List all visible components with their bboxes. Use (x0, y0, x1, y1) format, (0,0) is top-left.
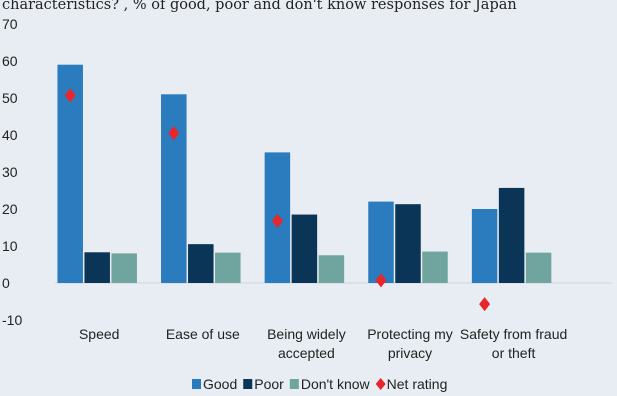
bar-good (161, 94, 187, 283)
legend-item-poor: Poor (243, 376, 284, 392)
bar-poor (84, 252, 110, 283)
y-tick-label: -10 (2, 312, 22, 328)
legend-label: Net rating (387, 376, 448, 392)
bar-poor (188, 244, 214, 283)
legend-swatch (375, 378, 386, 390)
legend: Good Poor Don't know Net rating (192, 376, 447, 392)
y-tick-label: 10 (2, 238, 18, 254)
bar-don-t-know (525, 252, 552, 283)
bar-don-t-know (318, 255, 345, 283)
legend-label: Don't know (301, 376, 371, 392)
y-tick-label: 0 (2, 275, 10, 291)
bar-don-t-know (215, 252, 241, 283)
legend-item-don-t-know: Don't know (289, 376, 371, 392)
y-tick-label: 70 (2, 16, 18, 32)
net-rating-marker (375, 273, 387, 288)
y-tick-label: 30 (2, 164, 18, 180)
legend-label: Poor (254, 376, 284, 392)
chart-subtitle: characteristics? , % of good, poor and d… (2, 0, 517, 13)
net-rating-marker (271, 213, 283, 228)
category-label: Ease of use (166, 326, 240, 342)
bars (57, 64, 552, 283)
category-label: Speed (79, 326, 119, 342)
y-tick-label: 50 (2, 90, 18, 106)
y-tick-label: 60 (2, 53, 18, 69)
bar-poor (498, 187, 525, 283)
bar-good (471, 209, 498, 283)
bar-poor (291, 214, 318, 283)
category-label: Protecting my privacy (367, 326, 453, 361)
category-labels: Speed Ease of use Being widely accepted Prot… (79, 326, 567, 361)
category-label: Being widely accepted (267, 326, 346, 361)
bar-good (368, 201, 394, 283)
y-axis: -10 0 10 20 30 40 50 60 70 (2, 16, 22, 328)
legend-item-net-rating: Net rating (375, 376, 448, 392)
legend-item-good: Good (192, 376, 237, 392)
y-tick-label: 20 (2, 201, 18, 217)
category-label: Safety from fraud or theft (460, 326, 567, 361)
legend-swatch (192, 379, 201, 389)
legend-swatch (243, 379, 253, 389)
bar-don-t-know (422, 251, 448, 283)
bar-don-t-know (111, 253, 137, 283)
net-rating-marker (64, 88, 76, 103)
legend-swatch (289, 379, 299, 389)
net-rating-marker (168, 126, 180, 141)
net-rating-marker (479, 297, 491, 312)
legend-label: Good (203, 376, 237, 392)
bar-poor (395, 204, 421, 283)
net-rating-markers (64, 88, 491, 312)
y-tick-label: 40 (2, 127, 18, 143)
